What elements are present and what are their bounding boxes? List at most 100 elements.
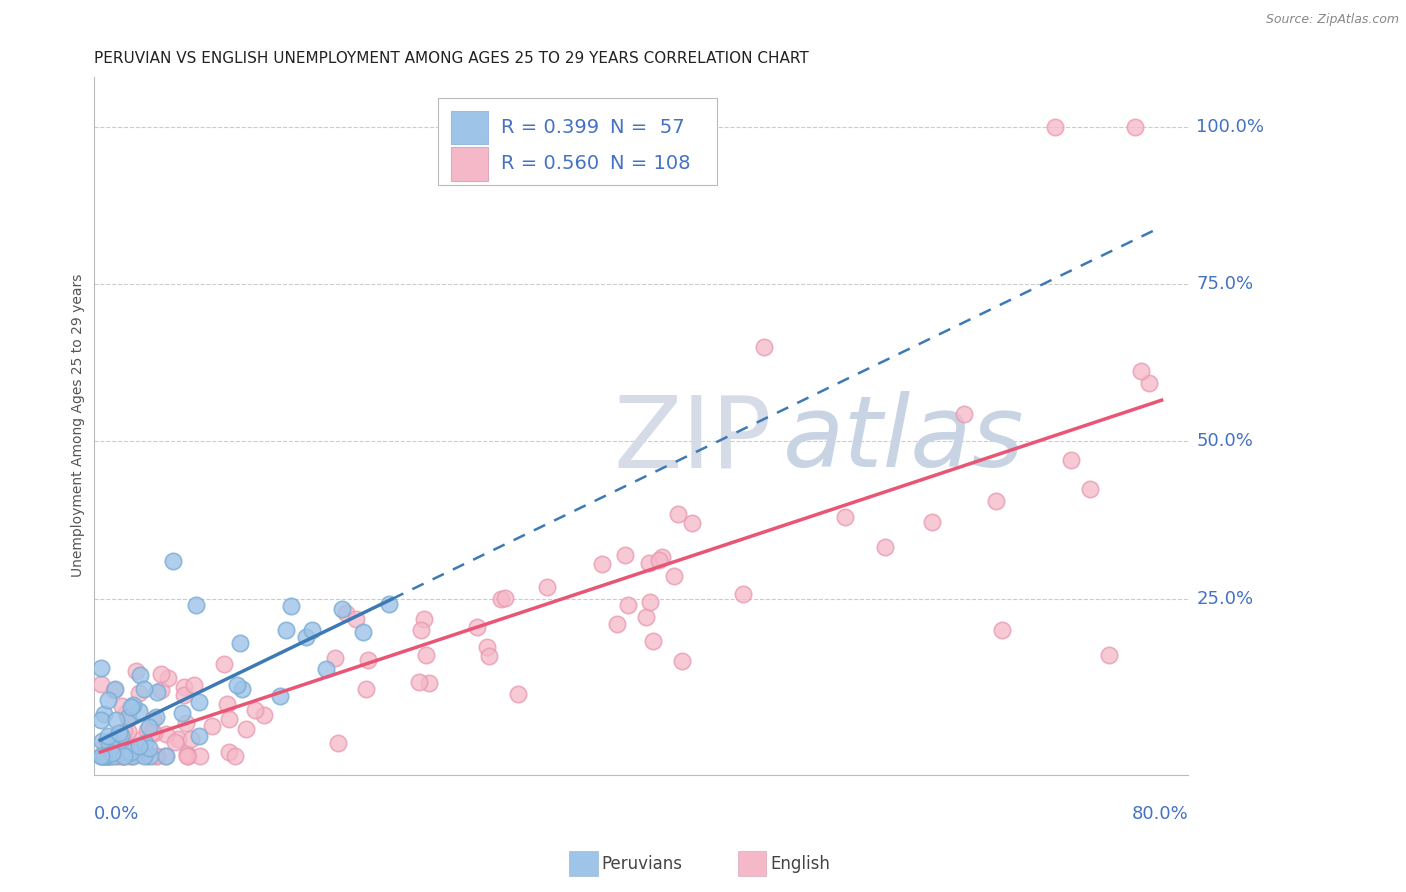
Point	[155, 749, 177, 764]
Point	[93, 749, 115, 764]
Point	[413, 612, 436, 626]
Point	[163, 735, 186, 749]
Point	[183, 678, 205, 692]
Point	[90, 677, 112, 691]
Point	[188, 729, 211, 743]
Point	[117, 742, 139, 756]
Point	[638, 595, 661, 609]
Point	[834, 509, 856, 524]
Point	[315, 662, 337, 676]
Point	[122, 698, 145, 713]
Point	[226, 678, 249, 692]
Point	[280, 599, 302, 614]
Point	[651, 550, 673, 565]
Point	[117, 710, 139, 724]
Point	[112, 723, 135, 738]
Text: English: English	[770, 855, 831, 873]
Point	[330, 602, 353, 616]
Point	[218, 745, 240, 759]
Bar	[451, 147, 488, 180]
Point	[415, 648, 437, 662]
Point	[408, 674, 430, 689]
Point	[120, 745, 142, 759]
Text: 25.0%: 25.0%	[1197, 590, 1254, 607]
Point	[637, 556, 659, 570]
Point	[409, 624, 432, 638]
Text: Peruvians: Peruvians	[602, 855, 683, 873]
Point	[112, 748, 135, 763]
Point	[228, 636, 250, 650]
Point	[107, 726, 129, 740]
Point	[90, 733, 112, 747]
Point	[731, 587, 754, 601]
Text: Source: ZipAtlas.com: Source: ZipAtlas.com	[1265, 13, 1399, 27]
Point	[243, 703, 266, 717]
Point	[953, 408, 976, 422]
Point	[489, 591, 512, 606]
Point	[335, 606, 357, 620]
Point	[127, 747, 149, 762]
Point	[105, 713, 128, 727]
Point	[110, 745, 132, 759]
Point	[156, 671, 179, 685]
Point	[114, 706, 136, 721]
Point	[418, 676, 440, 690]
Point	[326, 736, 349, 750]
Point	[100, 749, 122, 764]
Point	[134, 682, 156, 697]
Point	[143, 749, 166, 764]
Point	[155, 727, 177, 741]
Point	[96, 749, 118, 764]
Point	[643, 633, 665, 648]
Text: atlas: atlas	[783, 392, 1025, 488]
Point	[145, 710, 167, 724]
Point	[357, 653, 380, 667]
Point	[1123, 120, 1146, 134]
Point	[90, 749, 112, 764]
Point	[112, 749, 135, 764]
Point	[218, 712, 240, 726]
Text: 100.0%: 100.0%	[1197, 118, 1264, 136]
Point	[1078, 482, 1101, 496]
Point	[136, 749, 159, 764]
Point	[138, 741, 160, 756]
Y-axis label: Unemployment Among Ages 25 to 29 years: Unemployment Among Ages 25 to 29 years	[72, 274, 86, 577]
Point	[143, 726, 166, 740]
Point	[616, 599, 638, 613]
Point	[162, 554, 184, 568]
Point	[100, 734, 122, 748]
Point	[295, 630, 318, 644]
Point	[921, 515, 943, 529]
Point	[668, 508, 690, 522]
Point	[96, 749, 118, 764]
Point	[344, 612, 367, 626]
Point	[253, 707, 276, 722]
Point	[508, 687, 530, 701]
Point	[478, 648, 501, 663]
Point	[173, 681, 195, 695]
Point	[176, 747, 198, 761]
Point	[991, 624, 1014, 638]
Point	[378, 597, 401, 611]
Point	[536, 580, 558, 594]
Point	[172, 706, 194, 720]
Point	[104, 731, 127, 745]
Point	[201, 718, 224, 732]
Point	[274, 624, 297, 638]
Point	[301, 624, 323, 638]
Point	[188, 695, 211, 709]
Point	[97, 730, 120, 744]
Point	[224, 749, 246, 764]
Point	[110, 698, 132, 713]
Point	[1097, 648, 1119, 663]
Point	[166, 731, 188, 746]
Point	[176, 749, 198, 764]
Point	[231, 682, 253, 697]
Point	[90, 749, 112, 764]
Point	[188, 749, 211, 764]
Point	[214, 657, 236, 671]
Point	[121, 749, 143, 764]
Point	[117, 724, 139, 739]
Point	[354, 681, 377, 696]
Point	[111, 749, 134, 764]
